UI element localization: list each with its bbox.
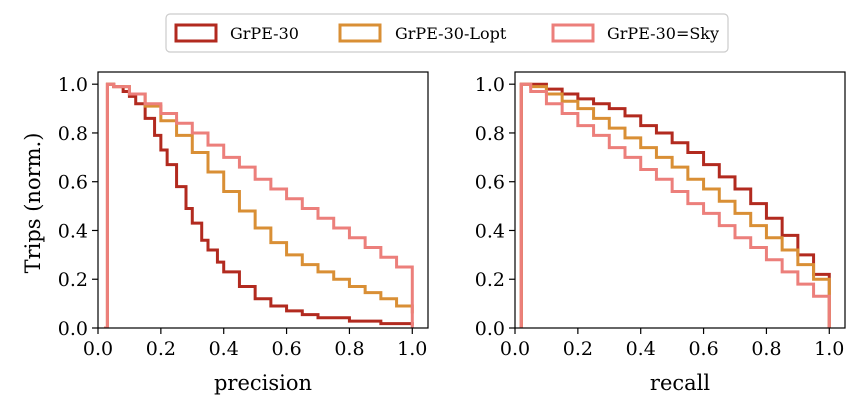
legend: GrPE-30 GrPE-30-Lopt GrPE-30=Sky: [165, 13, 729, 53]
axes-frame: [514, 71, 846, 329]
x-tick-label: 0.2: [563, 338, 593, 360]
series-line-grpe-30: [519, 82, 831, 328]
series-group: [104, 82, 414, 328]
y-tick-label: 1.0: [58, 74, 88, 96]
x-tick-label: 1.0: [814, 338, 844, 360]
y-axis-label: Trips (norm.): [21, 133, 45, 274]
x-axis-label-precision: precision: [214, 371, 312, 395]
series-line-grpe-30-lopt: [104, 82, 414, 328]
precision-panel: 0.0 0.2 0.4 0.6 0.8 1.0 0.0 0.2 0.4 0.6 0.8 1.0 prec…: [58, 71, 429, 395]
legend-swatch-grpe-30: [174, 23, 218, 43]
legend-label-grpe-30-sky: GrPE-30=Sky: [607, 24, 719, 43]
axes-frame: [97, 71, 429, 329]
y-tick-label: 0.0: [58, 318, 88, 340]
y-tick-label: 0.4: [58, 220, 88, 242]
legend-swatch-grpe-30-sky: [551, 23, 595, 43]
y-tick-label: 0.6: [58, 172, 88, 194]
y-tick-label: 1.0: [475, 74, 505, 96]
y-tick-label: 0.4: [475, 220, 505, 242]
series-line-grpe-30-lopt: [519, 82, 831, 328]
y-tick-label: 0.8: [58, 123, 88, 145]
x-tick-label: 0.4: [209, 338, 239, 360]
y-tick-label: 0.2: [58, 269, 88, 291]
x-tick-label: 0.8: [751, 338, 781, 360]
series-line-grpe-30-sky: [519, 82, 831, 328]
y-tick-label: 0.0: [475, 318, 505, 340]
x-tick-label: 0.6: [271, 338, 301, 360]
series-line-grpe-30: [104, 82, 414, 328]
x-tick-label: 0.2: [146, 338, 176, 360]
x-tick-label: 0.8: [334, 338, 364, 360]
legend-label-grpe-30: GrPE-30: [230, 24, 299, 43]
x-tick-label: 0.6: [688, 338, 718, 360]
x-tick-label: 0.0: [500, 338, 530, 360]
x-tick-label: 0.0: [83, 338, 113, 360]
recall-panel: 0.0 0.2 0.4 0.6 0.8 1.0 0.0 0.2 0.4 0.6 0.8 1.0 reca…: [475, 71, 846, 395]
x-tick-label: 0.4: [626, 338, 656, 360]
y-tick-label: 0.6: [475, 172, 505, 194]
x-axis-label-recall: recall: [650, 371, 710, 395]
y-tick-label: 0.8: [475, 123, 505, 145]
series-group: [519, 82, 831, 328]
legend-label-grpe-30-lopt: GrPE-30-Lopt: [395, 24, 507, 43]
series-line-grpe-30-sky: [104, 82, 414, 328]
x-tick-label: 1.0: [397, 338, 427, 360]
legend-swatch-grpe-30-lopt: [338, 23, 382, 43]
y-tick-label: 0.2: [475, 269, 505, 291]
